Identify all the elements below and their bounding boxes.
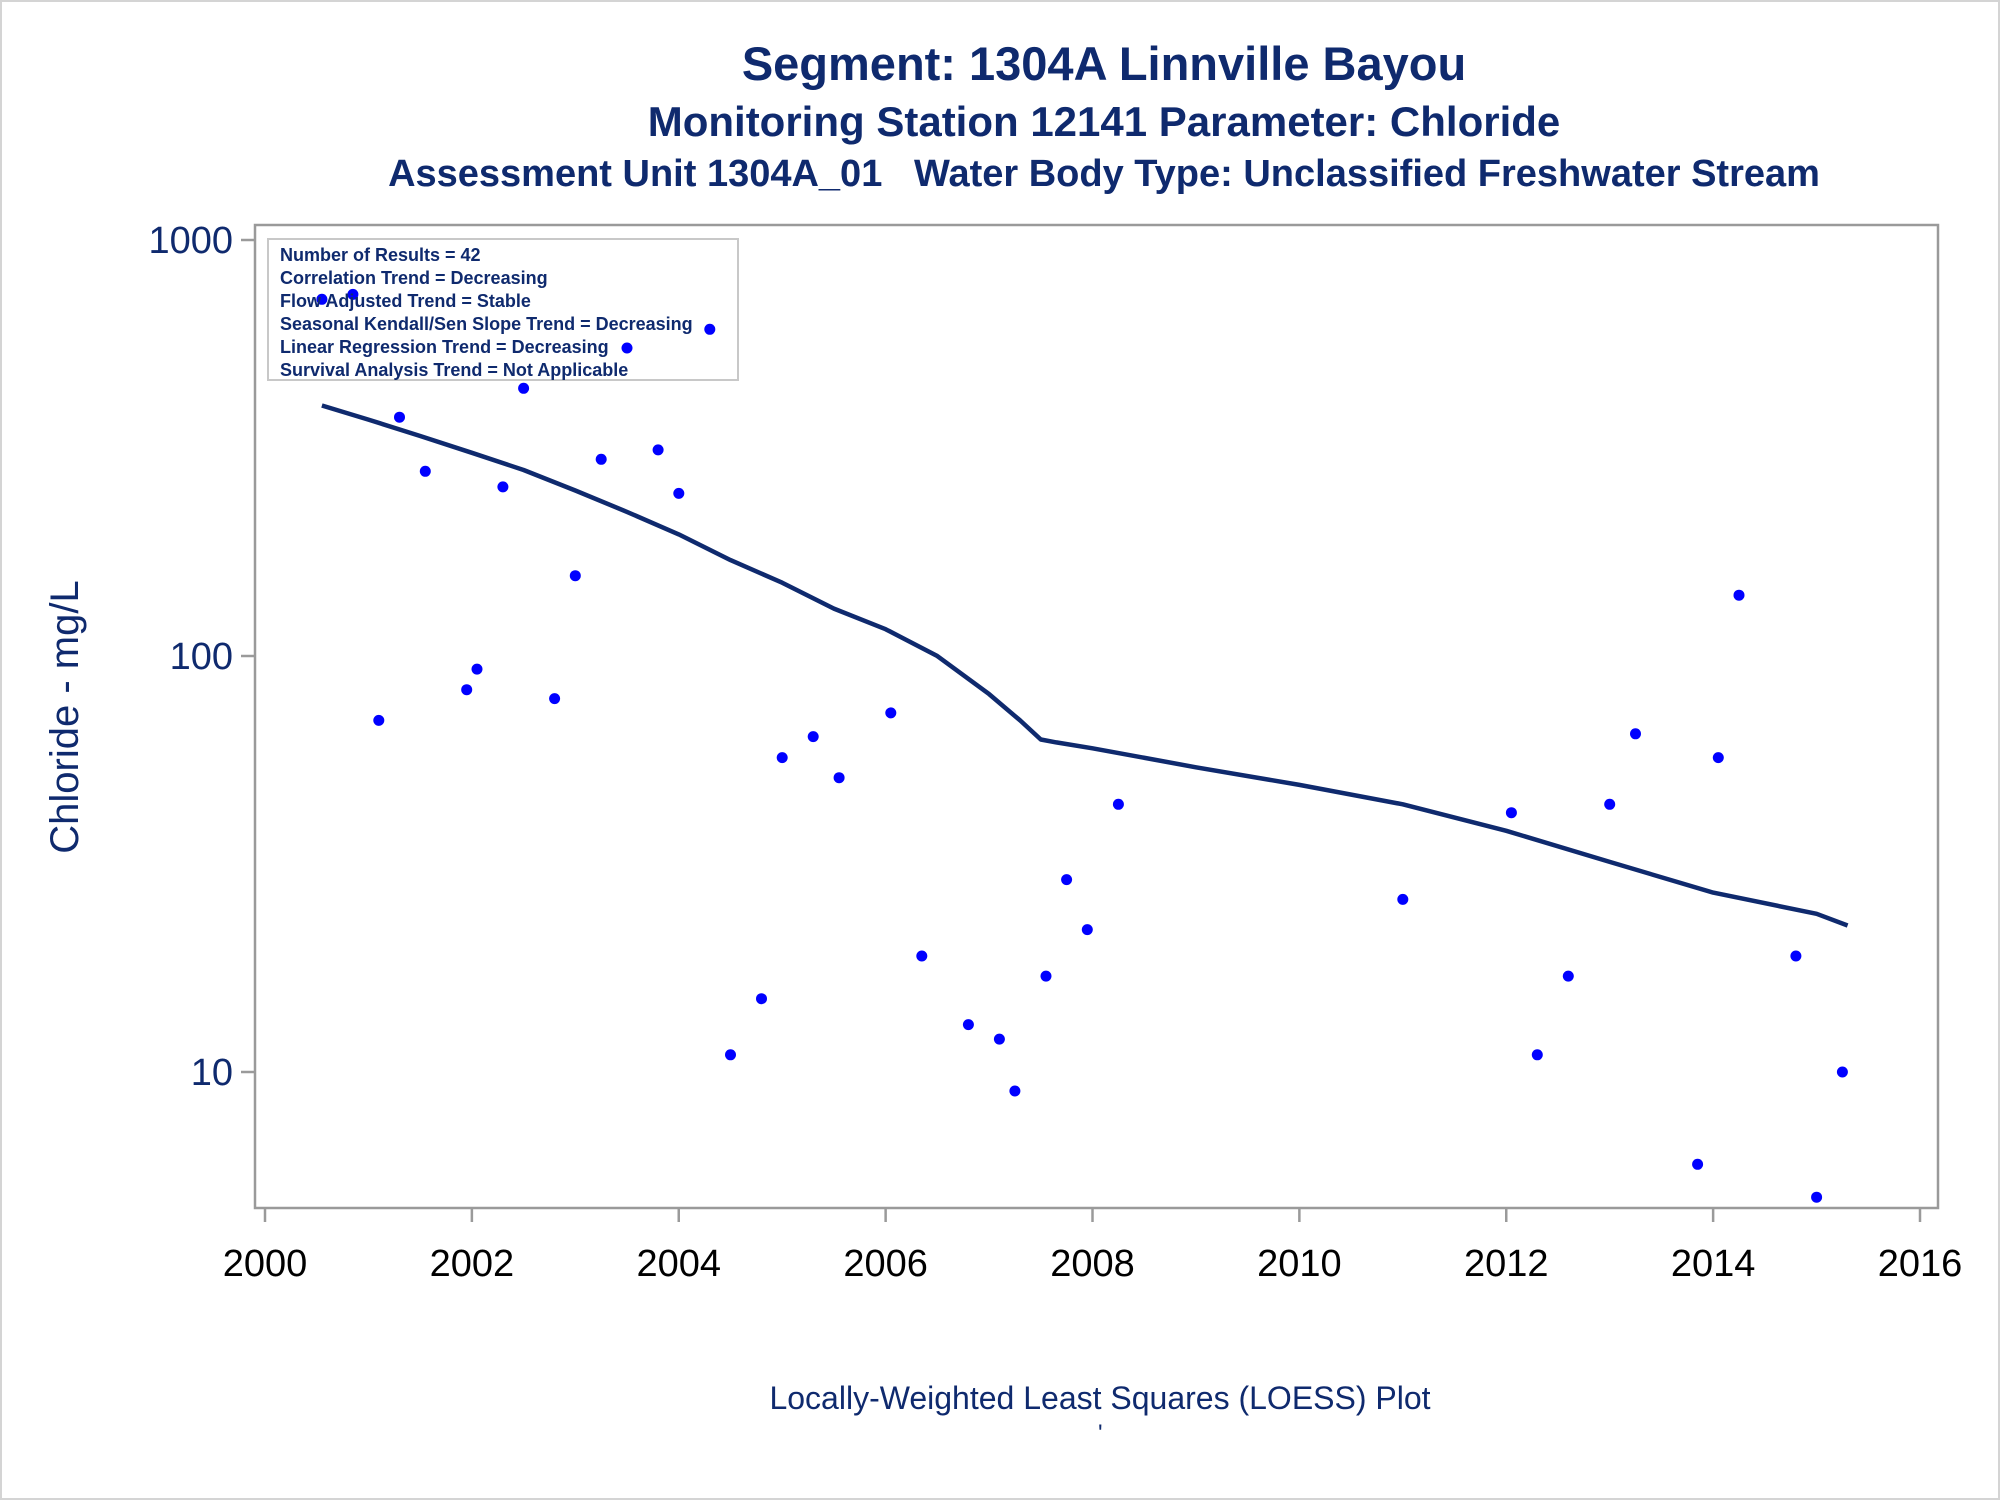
data-point — [673, 487, 685, 499]
x-tick-label: 2000 — [223, 1243, 308, 1285]
x-tick-label: 2008 — [1050, 1243, 1135, 1285]
chart-footnote: Locally-Weighted Least Squares (LOESS) P… — [769, 1380, 1431, 1416]
data-point — [1630, 728, 1641, 740]
stats-box-border — [267, 238, 739, 381]
chart-subtitle: Monitoring Station 12141 Parameter: Chlo… — [647, 98, 1561, 145]
stats-line: Seasonal Kendall/Sen Slope Trend = Decre… — [280, 314, 693, 334]
x-tick-label: 2010 — [1257, 1243, 1342, 1285]
data-point — [373, 714, 385, 726]
data-point — [885, 707, 897, 719]
data-point — [394, 411, 405, 423]
stats-line: Linear Regression Trend = Decreasing — [280, 337, 609, 357]
plot-area — [253, 223, 1940, 1210]
data-point — [1836, 1066, 1848, 1078]
data-point — [1112, 798, 1124, 810]
data-point — [993, 1033, 1005, 1045]
data-points — [316, 288, 1848, 1203]
data-point — [1712, 752, 1724, 764]
data-point — [704, 323, 716, 335]
data-point — [595, 453, 607, 465]
stats-line: Flow Adjusted Trend = Stable — [280, 291, 531, 311]
data-point — [1061, 874, 1073, 886]
data-point — [1562, 970, 1574, 982]
chart-subtitle-2: Assessment Unit 1304A_01 Water Body Type… — [388, 153, 1820, 195]
x-tick-label: 2002 — [430, 1243, 515, 1285]
stats-line: Correlation Trend = Decreasing — [280, 268, 548, 288]
data-point — [1505, 807, 1517, 819]
stats-box: Number of Results = 42 Correlation Trend … — [267, 238, 739, 381]
data-point — [1040, 970, 1052, 982]
data-point — [756, 993, 767, 1005]
data-point — [419, 465, 431, 477]
data-point — [1397, 893, 1409, 905]
data-point — [916, 950, 928, 962]
data-point — [497, 481, 509, 493]
loess-curve — [321, 403, 1849, 928]
data-point — [962, 1019, 974, 1031]
data-point — [621, 342, 633, 354]
data-point — [1081, 924, 1093, 936]
data-point — [807, 731, 819, 743]
data-point — [776, 752, 788, 764]
chart-title: Segment: 1304A Linnville Bayou — [741, 37, 1467, 90]
data-point — [1790, 950, 1802, 962]
footnote-mark: ' — [1098, 1420, 1103, 1447]
data-point — [1604, 798, 1616, 810]
x-tick-label: 2012 — [1464, 1243, 1549, 1285]
data-point — [569, 570, 581, 582]
data-point — [347, 288, 359, 300]
data-point — [316, 293, 328, 305]
x-tick-label: 2006 — [843, 1243, 928, 1285]
x-tick-label: 2014 — [1671, 1243, 1756, 1285]
x-tick-label: 2004 — [636, 1243, 721, 1285]
stats-line: Survival Analysis Trend = Not Applicable — [280, 360, 628, 380]
loess-line — [321, 403, 1849, 928]
x-tick-label: 2016 — [1878, 1243, 1963, 1285]
data-point — [725, 1049, 736, 1061]
data-point — [1009, 1085, 1021, 1097]
data-point — [471, 663, 483, 675]
y-tick-label: 100 — [170, 636, 233, 678]
data-point — [518, 382, 530, 394]
data-point — [461, 684, 473, 696]
data-point — [549, 693, 561, 705]
data-point — [1531, 1049, 1543, 1061]
data-point — [1811, 1191, 1823, 1203]
data-point — [833, 772, 845, 784]
y-tick-label: 1000 — [148, 220, 233, 262]
data-point — [652, 444, 664, 456]
data-point — [1733, 589, 1745, 601]
data-point — [1692, 1158, 1704, 1170]
y-axis: 10 100 1000 — [148, 220, 255, 1094]
y-tick-label: 10 — [191, 1052, 233, 1094]
y-axis-label: Chloride - mg/L — [43, 580, 87, 853]
stats-line: Number of Results = 42 — [280, 245, 481, 265]
x-axis: 2000 2002 2004 2006 2008 2010 2012 2014 2016 — [223, 1208, 1963, 1285]
